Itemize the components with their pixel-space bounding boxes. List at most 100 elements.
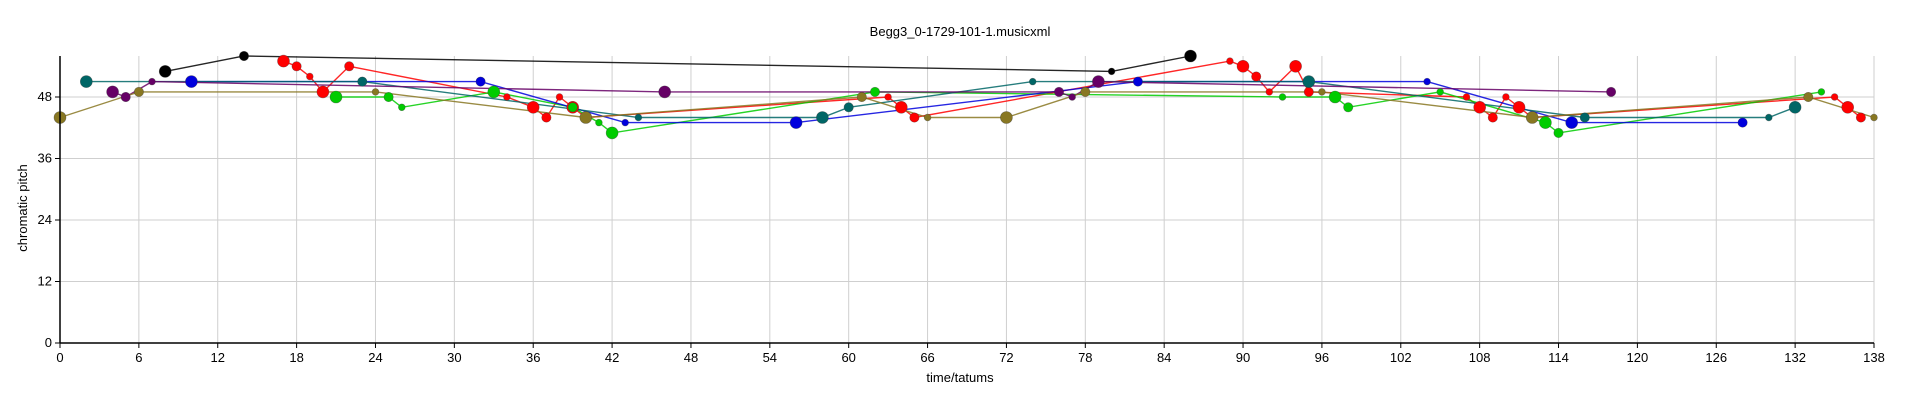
series-points	[53, 49, 1878, 140]
x-tick-label: 36	[526, 350, 540, 365]
series-1-point	[383, 92, 394, 103]
y-axis-title: chromatic pitch	[15, 164, 30, 251]
series-4-point	[1606, 86, 1617, 97]
series-6-point	[158, 65, 172, 78]
series-0-point	[1512, 101, 1526, 114]
series-1-point	[869, 86, 880, 97]
series-3-point	[1765, 113, 1773, 122]
series-1-point	[1278, 93, 1287, 101]
x-tick-label: 132	[1784, 350, 1806, 365]
series-0-point	[894, 101, 908, 114]
x-tick-label: 126	[1705, 350, 1727, 365]
y-tick-label: 12	[38, 274, 52, 289]
series-0-point	[1855, 112, 1866, 123]
x-tick-label: 60	[841, 350, 855, 365]
x-tick-label: 102	[1390, 350, 1412, 365]
series-3-point	[816, 111, 829, 124]
series-5-point	[856, 92, 867, 103]
y-tick-label: 0	[45, 335, 52, 350]
x-tick-label: 108	[1469, 350, 1491, 365]
x-tick-label: 54	[763, 350, 777, 365]
x-tick-label: 6	[135, 350, 142, 365]
series-4-point	[658, 85, 672, 99]
series-5-point	[1000, 111, 1013, 124]
series-5-point	[1870, 113, 1878, 122]
x-tick-label: 48	[684, 350, 698, 365]
series-4-point	[1092, 75, 1105, 88]
series-1-point	[1817, 88, 1826, 96]
chart-title: Begg3_0-1729-101-1.musicxml	[870, 24, 1051, 39]
series-1-point	[1436, 88, 1444, 96]
series-4-point	[1054, 86, 1065, 97]
series-0-point	[526, 101, 540, 114]
series-1-point	[1343, 102, 1354, 113]
series-2-point	[1565, 116, 1578, 129]
series-0-point	[316, 85, 330, 99]
series-0-point	[909, 112, 920, 123]
series-5-point	[923, 113, 932, 122]
series-2-point	[475, 76, 486, 87]
series-4-point	[106, 85, 119, 99]
x-tick-label: 30	[447, 350, 461, 365]
x-tick-label: 66	[920, 350, 934, 365]
series-2-point	[1423, 77, 1431, 86]
series-1-point	[1328, 90, 1342, 104]
x-tick-label: 18	[289, 350, 303, 365]
series-0-point	[1265, 88, 1274, 96]
series-3-point	[357, 76, 368, 87]
series-6-point	[239, 50, 250, 61]
series-1-point	[329, 90, 343, 104]
series-3-point	[1788, 101, 1802, 114]
series-5-point	[579, 111, 593, 124]
x-tick-label: 72	[999, 350, 1013, 365]
series-0-point	[1236, 60, 1250, 73]
series-0-point	[1303, 86, 1314, 97]
x-tick-label: 24	[368, 350, 382, 365]
x-tick-label: 90	[1236, 350, 1250, 365]
x-tick-label: 0	[56, 350, 63, 365]
series-1-point	[567, 102, 578, 113]
series-4-point	[120, 92, 131, 103]
x-axis-title: time/tatums	[926, 370, 994, 385]
series-4-point	[1068, 93, 1076, 101]
series-4-point	[148, 77, 156, 86]
series-0-point	[1462, 93, 1471, 101]
series-2-point	[621, 118, 629, 127]
series-1-point	[1553, 127, 1564, 138]
series-0-point	[1289, 60, 1302, 73]
series-5-point	[1803, 92, 1814, 103]
x-tick-label: 120	[1627, 350, 1649, 365]
series-0-point	[503, 93, 511, 101]
series-0-point	[344, 61, 355, 72]
series-5-point	[371, 88, 380, 96]
axes: 0 6 12 18 24 30 36 42 48 54 60 66 72 78 84 90 96 102 108 11…	[38, 56, 1885, 365]
x-tick-label: 138	[1863, 350, 1885, 365]
series-0-point	[884, 93, 892, 101]
series-0-point	[291, 61, 302, 72]
series-2-point	[185, 75, 198, 88]
series-1-point	[605, 126, 619, 140]
series-1-point	[398, 103, 406, 112]
series-2-point	[789, 116, 803, 129]
y-tick-label: 24	[38, 212, 52, 227]
series-6-point	[1184, 49, 1197, 63]
series-5-point	[1525, 111, 1539, 124]
series-6-line	[165, 55, 1191, 73]
series-0-point	[1473, 101, 1486, 114]
series-0-point	[306, 72, 314, 81]
series-0-point	[555, 93, 564, 101]
series-1-point	[1539, 116, 1552, 129]
series-6-point	[1107, 67, 1116, 76]
series-5-point	[133, 86, 144, 97]
x-tick-label: 96	[1315, 350, 1329, 365]
series-0-point	[1251, 71, 1262, 82]
x-tick-label: 114	[1548, 350, 1569, 365]
series-3-point	[1028, 77, 1037, 86]
x-tick-label: 78	[1078, 350, 1092, 365]
x-tick-label: 84	[1157, 350, 1171, 365]
y-tick-label: 48	[38, 89, 52, 104]
series-0-point	[541, 112, 552, 123]
series-1-point	[487, 85, 501, 99]
series-0-point	[1841, 101, 1854, 114]
